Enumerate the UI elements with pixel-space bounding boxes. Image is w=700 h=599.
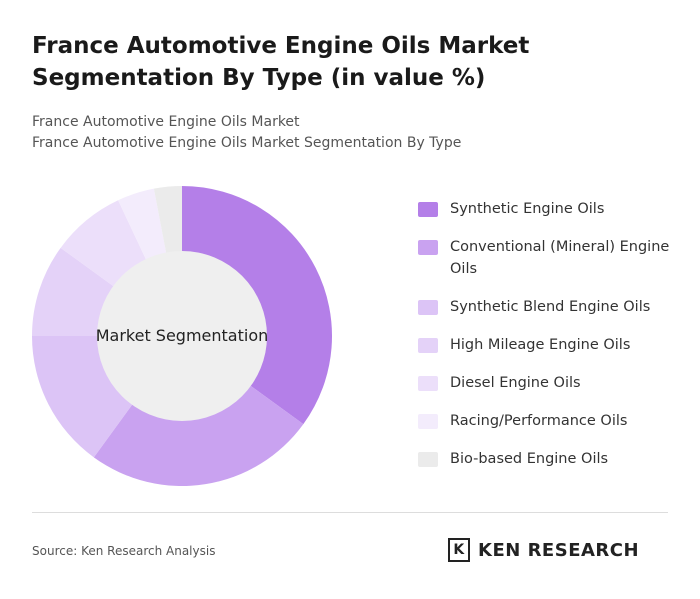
- subtitle: France Automotive Engine Oils Market: [32, 114, 300, 130]
- legend-swatch: [418, 338, 438, 353]
- donut-hole: [97, 251, 267, 421]
- subtitle: France Automotive Engine Oils Market Seg…: [32, 135, 462, 151]
- legend-swatch: [418, 300, 438, 315]
- legend-swatch: [418, 414, 438, 429]
- legend-label: Synthetic Engine Oils: [450, 201, 605, 217]
- legend-label: Diesel Engine Oils: [450, 375, 581, 391]
- legend-swatch: [418, 202, 438, 217]
- legend-item: Bio-based Engine Oils: [418, 448, 678, 470]
- legend-item: Conventional (Mineral) Engine Oils: [418, 236, 678, 280]
- legend-label: Bio-based Engine Oils: [450, 451, 609, 467]
- legend: Synthetic Engine Oils Conventional (Miner…: [418, 198, 678, 486]
- legend-label: Racing/Performance Oils: [450, 413, 628, 429]
- legend-item: Racing/Performance Oils: [418, 410, 678, 432]
- legend-swatch: [418, 240, 438, 255]
- legend-item: Synthetic Blend Engine Oils: [418, 296, 678, 318]
- legend-swatch: [418, 376, 438, 391]
- logo-icon: K: [448, 538, 470, 562]
- center-label: Market Segmentation: [96, 326, 269, 345]
- divider: [32, 512, 668, 513]
- source: Source: Ken Research Analysis: [32, 544, 216, 558]
- legend-swatch: [418, 452, 438, 467]
- legend-item: Diesel Engine Oils: [418, 372, 678, 394]
- legend-item: High Mileage Engine Oils: [418, 334, 678, 356]
- logo: K KEN RESEARCH: [448, 538, 639, 562]
- legend-item: Synthetic Engine Oils: [418, 198, 678, 220]
- logo-text: KEN RESEARCH: [478, 539, 640, 561]
- legend-label: Conventional (Mineral) Engine Oils: [450, 239, 670, 277]
- legend-label: Synthetic Blend Engine Oils: [450, 299, 651, 315]
- legend-label: High Mileage Engine Oils: [450, 337, 631, 353]
- title: France Automotive Engine Oils Market Seg…: [32, 33, 530, 91]
